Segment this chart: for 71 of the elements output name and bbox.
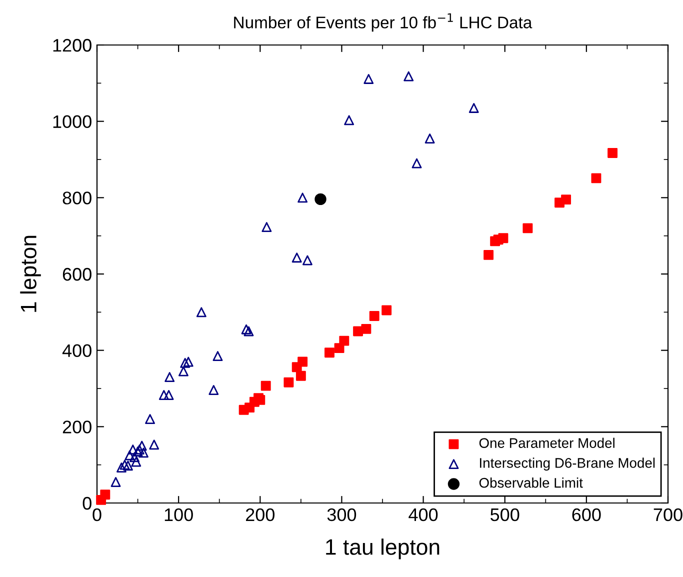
point: [296, 370, 306, 381]
point: [262, 222, 272, 232]
point: [244, 326, 254, 336]
point: [608, 148, 618, 158]
y-tick-label: 0: [82, 496, 92, 510]
point: [212, 351, 223, 362]
point: [110, 477, 121, 487]
point: [130, 452, 140, 462]
point: [180, 358, 190, 368]
y-tick-label: 600: [62, 268, 92, 281]
point: [145, 414, 155, 424]
y-tick-label: 800: [62, 192, 92, 204]
x-tick-label: 600: [572, 508, 601, 522]
y-axis-title: 1 lepton: [20, 236, 41, 312]
point: [404, 71, 414, 82]
point: [158, 390, 169, 400]
point: [208, 385, 219, 396]
point: [412, 158, 422, 168]
point: [324, 348, 334, 358]
point: [369, 311, 380, 321]
legend-label: Observable Limit: [479, 478, 583, 488]
y-tick-label: 200: [62, 420, 92, 434]
x-axis-title: 1 tau lepton: [326, 538, 440, 560]
point: [136, 440, 147, 451]
point: [100, 490, 110, 500]
y-tick-label: 1000: [53, 115, 92, 128]
y-tick-label: 400: [62, 344, 92, 358]
point: [298, 356, 308, 367]
legend-label: Intersecting D6-Brane Model: [480, 458, 655, 471]
point: [138, 448, 148, 458]
point: [591, 173, 602, 184]
point: [302, 255, 312, 266]
x-tick-label: 400: [408, 508, 438, 522]
chart-title: Number of Events per 10 fb$^{−1}$ LHC Data: [234, 13, 532, 32]
point: [128, 444, 138, 455]
point: [522, 223, 533, 234]
point: [116, 462, 126, 472]
point: [164, 372, 175, 382]
point: [561, 194, 572, 205]
x-tick-label: 500: [490, 508, 520, 522]
point: [364, 74, 374, 84]
point: [196, 307, 206, 318]
point: [120, 460, 130, 470]
point: [178, 366, 188, 376]
x-tick-label: 200: [246, 508, 274, 522]
point: [468, 103, 479, 113]
legend-label: One Parameter Model: [479, 438, 614, 448]
point: [164, 390, 174, 400]
point: [292, 252, 302, 263]
point: [241, 324, 252, 334]
point: [484, 250, 494, 260]
point: [361, 324, 372, 334]
point: [498, 233, 508, 244]
point: [124, 450, 135, 460]
point: [339, 336, 350, 346]
point: [298, 192, 308, 203]
x-tick-label: 0: [92, 508, 102, 522]
point: [314, 193, 326, 206]
point: [183, 356, 194, 367]
point: [344, 115, 354, 126]
point: [424, 134, 435, 144]
x-tick-label: 100: [164, 508, 193, 522]
x-tick-label: 300: [327, 508, 356, 522]
point: [149, 440, 160, 450]
point: [123, 460, 133, 471]
point: [131, 456, 142, 467]
point: [260, 380, 271, 391]
point: [382, 305, 392, 316]
point: [284, 377, 294, 388]
y-tick-label: 1200: [53, 38, 92, 52]
x-tick-label: 700: [654, 508, 682, 522]
